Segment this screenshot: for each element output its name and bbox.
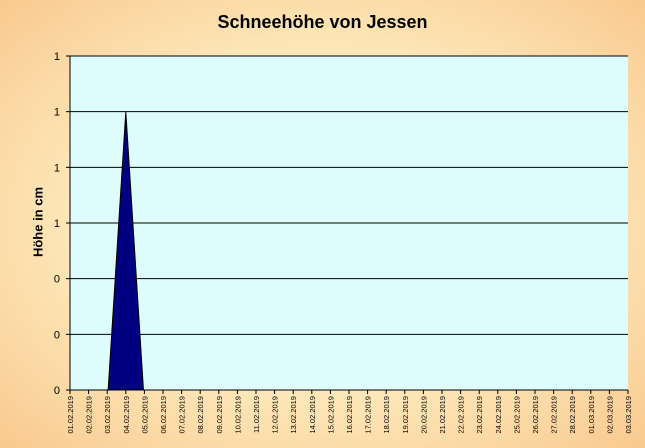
x-tick-label: 09.02.2019 — [215, 396, 224, 434]
x-tick-label: 02.02.2019 — [85, 396, 94, 434]
x-tick-label: 03.03.2019 — [624, 396, 633, 434]
x-tick-label: 07.02.2019 — [178, 396, 187, 434]
x-tick-label: 15.02.2019 — [326, 396, 335, 434]
x-tick-label: 20.02.2019 — [419, 396, 428, 434]
y-tick-label: 1 — [54, 162, 60, 174]
x-tick-label: 28.02.2019 — [568, 396, 577, 434]
x-tick-label: 27.02.2019 — [550, 396, 559, 434]
x-tick-label: 17.02.2019 — [364, 396, 373, 434]
x-tick-label: 06.02.2019 — [159, 396, 168, 434]
x-tick-label: 13.02.2019 — [289, 396, 298, 434]
x-tick-label: 24.02.2019 — [494, 396, 503, 434]
x-tick-label: 04.02.2019 — [122, 396, 131, 434]
x-tick-label: 03.02.2019 — [103, 396, 112, 434]
y-tick-label: 1 — [54, 51, 60, 63]
x-tick-label: 11.02.2019 — [252, 396, 261, 433]
y-tick-label: 0 — [54, 274, 60, 286]
y-tick-label: 0 — [54, 385, 60, 397]
y-tick-label: 0 — [54, 329, 60, 341]
x-tick-label: 02.03.2019 — [605, 396, 614, 434]
x-tick-label: 10.02.2019 — [233, 396, 242, 434]
x-tick-label: 08.02.2019 — [196, 396, 205, 434]
x-tick-label: 26.02.2019 — [531, 396, 540, 434]
y-tick-label: 1 — [54, 218, 60, 230]
x-tick-label: 22.02.2019 — [457, 396, 466, 434]
chart-title: Schneehöhe von Jessen — [217, 12, 428, 32]
x-tick-label: 23.02.2019 — [475, 396, 484, 434]
x-tick-label: 19.02.2019 — [401, 396, 410, 434]
x-tick-label: 16.02.2019 — [345, 396, 354, 434]
y-tick-label: 1 — [54, 107, 60, 119]
x-tick-label: 01.02.2019 — [66, 396, 75, 434]
x-tick-label: 21.02.2019 — [438, 396, 447, 434]
x-tick-label: 14.02.2019 — [308, 396, 317, 434]
x-tick-label: 12.02.2019 — [271, 396, 280, 434]
x-tick-label: 18.02.2019 — [382, 396, 391, 434]
x-tick-label: 25.02.2019 — [512, 396, 521, 434]
x-tick-label: 05.02.2019 — [140, 396, 149, 434]
x-tick-label: 01.03.2019 — [587, 396, 596, 434]
